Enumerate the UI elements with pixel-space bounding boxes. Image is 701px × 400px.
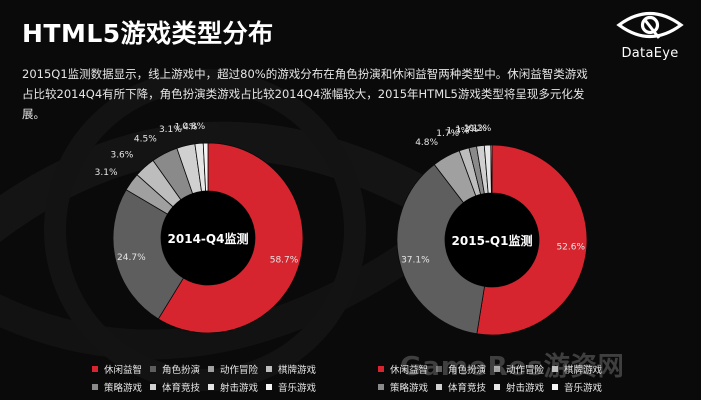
legend-swatch <box>208 384 214 390</box>
legend-swatch <box>436 366 442 372</box>
page-title: HTML5游戏类型分布 <box>22 19 274 48</box>
legend-swatch <box>150 384 156 390</box>
legend-item-2014-q4-3: 动作冒险 <box>208 362 266 376</box>
description-text: 2015Q1监测数据显示，线上游戏中，超过80%的游戏分布在角色扮演和休闲益智两… <box>22 67 588 121</box>
legend-swatch <box>552 384 558 390</box>
legend-label: 动作冒险 <box>220 365 259 376</box>
legend-item-2015-q1-1: 休闲益智 <box>378 362 436 376</box>
legend-item-2015-q1-5: 策略游戏 <box>378 380 436 394</box>
legend-label: 休闲益智 <box>104 365 143 376</box>
legend-item-2014-q4-1: 休闲益智 <box>92 362 150 376</box>
legend-item-2015-q1-8: 音乐游戏 <box>552 380 610 394</box>
legend-item-2014-q4-5: 策略游戏 <box>92 380 150 394</box>
legend-item-2014-q4-2: 角色扮演 <box>150 362 208 376</box>
legend-swatch <box>92 366 98 372</box>
donut-hole-2015-q1 <box>445 193 539 287</box>
legend-swatch <box>92 384 98 390</box>
legend-label: 音乐游戏 <box>278 383 317 394</box>
legend-label: 角色扮演 <box>448 365 487 376</box>
legend-swatch <box>266 366 272 372</box>
data-label-2015-q1-4: 1.7% <box>436 129 459 139</box>
legend-label: 体育竞技 <box>448 383 487 394</box>
legend-item-2014-q4-8: 音乐游戏 <box>266 380 324 394</box>
donut-hole-2014-q4 <box>161 191 255 285</box>
center-label-2015-q1: 2015-Q1监测 <box>452 233 533 248</box>
legend-swatch <box>378 384 384 390</box>
data-label-2014-q4-6: 3.1% <box>159 125 182 135</box>
data-label-2015-q1-2: 37.1% <box>401 255 430 265</box>
legend-label: 射击游戏 <box>220 383 259 394</box>
legend-swatch <box>436 384 442 390</box>
legend-swatch <box>150 366 156 372</box>
legend-label: 棋牌游戏 <box>278 365 317 376</box>
legend-label: 策略游戏 <box>390 383 429 394</box>
data-label-2015-q1-7: 1.1% <box>464 124 487 134</box>
legend-swatch <box>552 366 558 372</box>
data-label-2015-q1-8: 0.2% <box>468 124 491 134</box>
data-label-2014-q4-4: 3.6% <box>110 151 133 161</box>
data-label-2014-q4-3: 3.1% <box>95 168 118 178</box>
data-label-2015-q1-5: 1.3% <box>446 126 469 136</box>
data-label-2014-q4-2: 24.7% <box>117 253 146 263</box>
legend-item-2014-q4-4: 棋牌游戏 <box>266 362 324 376</box>
data-label-2015-q1-1: 52.6% <box>556 242 585 252</box>
data-label-2014-q4-1: 58.7% <box>270 255 299 265</box>
legend-item-2015-q1-7: 射击游戏 <box>494 380 552 394</box>
legend-item-2015-q1-2: 角色扮演 <box>436 362 494 376</box>
data-label-2014-q4-5: 4.5% <box>134 134 157 144</box>
legend-2015-q1: 休闲益智 角色扮演 动作冒险 棋牌游戏策略游戏 体育竞技 射击游戏 音乐游戏 <box>378 362 610 394</box>
data-label-2015-q1-3: 4.8% <box>415 138 438 148</box>
watermark: GameRes游资网 <box>400 352 625 382</box>
legend-label: 射击游戏 <box>506 383 545 394</box>
legend-label: 策略游戏 <box>104 383 143 394</box>
center-label-2014-q4: 2014-Q4监测 <box>168 231 249 246</box>
legend-item-2015-q1-4: 棋牌游戏 <box>552 362 610 376</box>
legend-swatch <box>266 384 272 390</box>
slice-2015-q1-8 <box>490 144 493 194</box>
legend-label: 休闲益智 <box>390 365 429 376</box>
legend-label: 棋牌游戏 <box>564 365 603 376</box>
eye-logo-icon <box>616 12 684 39</box>
data-label-2014-q4-8: 0.8% <box>182 122 205 132</box>
logo-text: DataEye <box>621 46 679 61</box>
legend-item-2015-q1-3: 动作冒险 <box>494 362 552 376</box>
legend-2014-q4: 休闲益智 角色扮演 动作冒险 棋牌游戏策略游戏 体育竞技 射击游戏 音乐游戏 <box>92 362 324 394</box>
legend-label: 角色扮演 <box>162 365 201 376</box>
legend-swatch <box>494 384 500 390</box>
legend-label: 动作冒险 <box>506 365 545 376</box>
legend-label: 音乐游戏 <box>564 383 603 394</box>
data-label-2014-q4-7: 1.4% <box>175 122 198 132</box>
dataeye-logo: DataEye <box>610 8 690 61</box>
legend-swatch <box>208 366 214 372</box>
legend-item-2015-q1-6: 体育竞技 <box>436 380 494 394</box>
legend-swatch <box>378 366 384 372</box>
data-label-2015-q1-6: 1.3% <box>455 125 478 135</box>
legend-item-2014-q4-7: 射击游戏 <box>208 380 266 394</box>
legend-item-2014-q4-6: 体育竞技 <box>150 380 208 394</box>
legend-label: 体育竞技 <box>162 383 201 394</box>
legend-swatch <box>494 366 500 372</box>
